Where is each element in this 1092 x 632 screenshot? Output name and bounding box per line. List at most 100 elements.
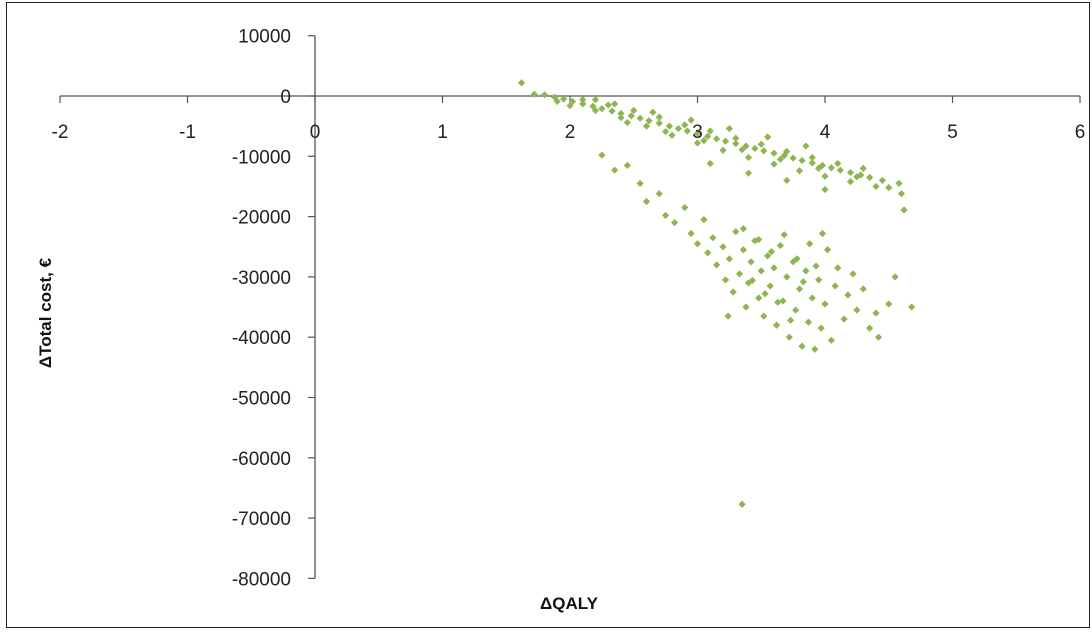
data-point: [719, 243, 727, 251]
data-point: [719, 146, 727, 154]
data-point: [900, 206, 908, 214]
x-tick-label: 1: [437, 122, 448, 143]
data-point: [897, 190, 906, 198]
data-point: [811, 345, 819, 353]
data-point: [761, 290, 769, 298]
y-tick-label: -30000: [232, 268, 291, 289]
data-point: [774, 298, 782, 306]
data-point: [748, 276, 756, 285]
x-tick-label: 3: [692, 122, 703, 143]
data-point: [844, 291, 852, 299]
data-point: [815, 164, 823, 172]
data-point: [821, 300, 829, 308]
data-point: [739, 225, 747, 233]
data-point: [815, 276, 823, 284]
data-point: [713, 135, 721, 143]
y-tick-label: -40000: [232, 328, 291, 349]
data-point: [808, 159, 816, 167]
data-point: [649, 108, 657, 116]
data-point: [792, 306, 800, 314]
data-point: [670, 219, 679, 227]
data-point: [560, 95, 568, 103]
data-point: [630, 106, 638, 115]
data-point: [636, 114, 644, 122]
data-point: [668, 131, 676, 139]
y-tick-label: -20000: [232, 208, 291, 229]
y-tick-label: -50000: [232, 389, 291, 410]
data-point: [681, 121, 689, 129]
data-point: [840, 315, 848, 323]
x-tick-label: 6: [1075, 122, 1086, 143]
data-point: [566, 102, 574, 110]
data-point: [818, 229, 827, 238]
x-tick-label: 0: [310, 122, 321, 143]
x-tick-label: 5: [947, 122, 958, 143]
data-point: [755, 294, 763, 302]
data-point: [674, 124, 682, 133]
data-point: [747, 258, 755, 266]
data-point: [665, 122, 674, 130]
data-point: [783, 147, 791, 156]
data-point: [700, 216, 708, 224]
data-point: [729, 288, 737, 296]
data-point: [767, 247, 776, 256]
data-point: [808, 294, 816, 302]
data-point: [623, 161, 631, 169]
data-point: [836, 166, 844, 174]
data-point: [655, 119, 663, 127]
data-point: [681, 203, 689, 212]
y-tick-label: -80000: [232, 569, 291, 590]
data-point: [579, 100, 587, 108]
data-point: [738, 500, 746, 508]
data-point: [742, 303, 750, 311]
data-point: [617, 109, 625, 118]
data-point: [725, 124, 733, 133]
y-tick-label: -60000: [232, 449, 291, 470]
data-point: [806, 240, 814, 248]
data-point: [693, 129, 702, 137]
axes: [59, 35, 1081, 580]
data-point: [751, 144, 759, 153]
data-point: [724, 312, 732, 320]
data-point: [770, 160, 778, 168]
data-point: [579, 96, 587, 104]
data-point: [617, 114, 625, 122]
data-point: [744, 153, 753, 162]
data-point: [540, 91, 549, 99]
data-point: [655, 113, 663, 121]
chart-frame: -2 -1 0 1 2 3 4 5 6 10000 0 -10000 -20000 -30000 -4000…: [6, 2, 1090, 628]
data-point: [853, 306, 861, 314]
data-point: [866, 173, 874, 182]
data-point: [817, 324, 825, 332]
data-points: [517, 79, 916, 508]
x-tick-label: -1: [179, 122, 196, 143]
data-point: [804, 318, 813, 326]
data-point: [834, 159, 842, 168]
data-point: [834, 264, 842, 272]
data-point: [760, 147, 768, 155]
y-tick-label: 10000: [238, 27, 291, 48]
data-point: [645, 117, 653, 125]
data-point: [709, 234, 717, 242]
data-point: [859, 164, 867, 172]
data-point: [895, 179, 903, 188]
data-point: [831, 282, 839, 290]
data-point: [866, 324, 874, 332]
data-point: [739, 246, 747, 254]
data-point: [853, 173, 861, 181]
data-point: [872, 309, 880, 317]
data-point: [611, 100, 619, 108]
data-point: [553, 97, 561, 106]
data-point: [874, 333, 883, 341]
data-point: [764, 133, 772, 141]
data-point: [799, 278, 807, 286]
data-point: [687, 229, 695, 238]
scatter-chart: -2 -1 0 1 2 3 4 5 6 10000 0 -10000 -20000 -30000 -4000…: [36, 27, 1085, 613]
data-point: [591, 106, 600, 115]
data-point: [872, 182, 880, 191]
data-point: [885, 300, 893, 308]
y-tick-label: -70000: [232, 509, 291, 530]
data-point: [757, 267, 765, 275]
data-point: [885, 184, 893, 192]
axis-labels: -2 -1 0 1 2 3 4 5 6 10000 0 -10000 -20000 -30000 -4000…: [36, 27, 1085, 613]
